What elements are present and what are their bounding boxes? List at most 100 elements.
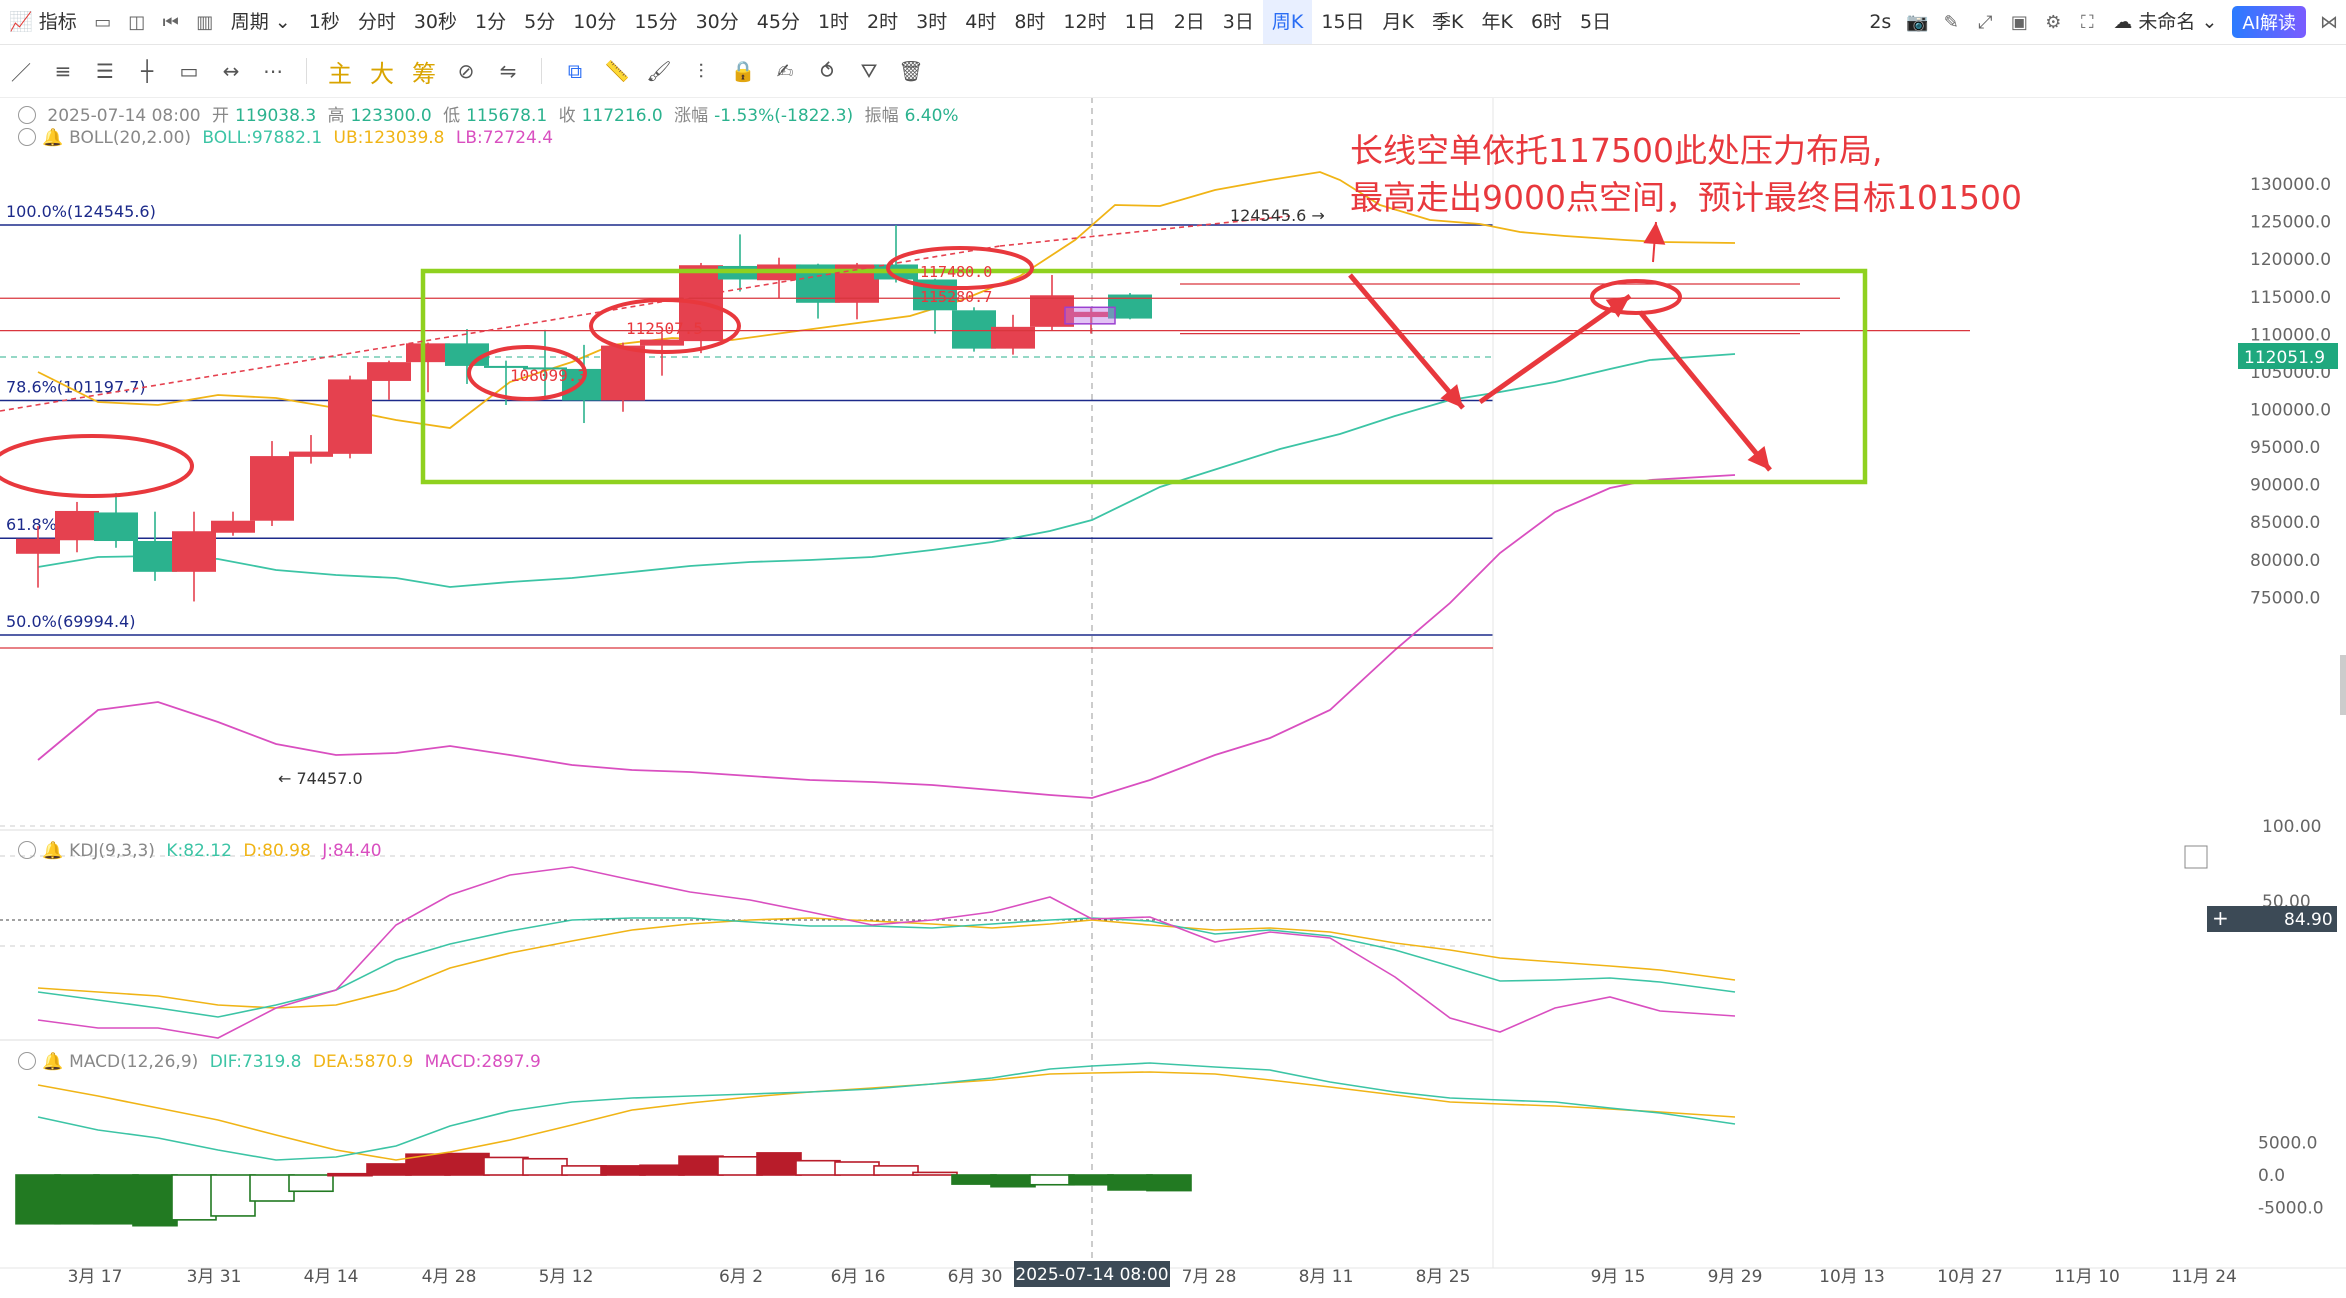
price-tick: 75000.0	[2250, 588, 2320, 608]
candle-body	[406, 343, 450, 363]
eye-icon[interactable]	[18, 1052, 36, 1070]
macd-bar	[288, 1174, 334, 1193]
interval-22[interactable]: 年K	[1481, 11, 1513, 33]
bell-icon[interactable]: 🔔	[42, 1052, 64, 1072]
interval-17[interactable]: 3日	[1222, 11, 1254, 33]
indicator-button[interactable]: 📈 指标	[9, 11, 77, 33]
interval-10[interactable]: 2时	[867, 11, 899, 33]
channel-tool-icon[interactable]: ☰	[96, 59, 114, 83]
expand-pane-icon	[2184, 845, 2208, 869]
eye-icon[interactable]	[18, 128, 36, 146]
funnel-icon[interactable]: ⛛	[860, 59, 878, 83]
interval-24[interactable]: 5日	[1580, 11, 1612, 33]
interval-11[interactable]: 3时	[916, 11, 948, 33]
settings-icon[interactable]: ⚙	[2045, 11, 2062, 33]
macd-bar	[678, 1155, 724, 1176]
interval-16[interactable]: 2日	[1173, 11, 1205, 33]
fullscreen-icon[interactable]: ⛶	[2081, 11, 2094, 33]
annotation-arrow-head	[1747, 446, 1770, 470]
account-dropdown[interactable]: ☁ 未命名 ⌄	[2113, 11, 2218, 33]
layout-icon[interactable]: ◫	[128, 11, 146, 33]
price-tick: 85000.0	[2250, 513, 2320, 533]
kdj-crosshair-label: 84.90	[2284, 910, 2333, 930]
pen-icon[interactable]: ✎	[1943, 11, 1959, 33]
calendar-icon[interactable]: ▭	[94, 11, 112, 33]
interval-19[interactable]: 15日	[1321, 11, 1365, 33]
macd-tick: 5000.0	[2258, 1134, 2317, 1154]
eye-icon[interactable]	[18, 841, 36, 859]
interval-3[interactable]: 1分	[475, 11, 507, 33]
candle-body	[523, 367, 567, 370]
interval-14[interactable]: 12时	[1063, 11, 1107, 33]
candle-body	[55, 510, 99, 541]
ai-analysis-button[interactable]: AI解读	[2232, 6, 2306, 38]
kdj-k-line	[37, 917, 1736, 1018]
share-icon[interactable]: ⋈	[2320, 11, 2338, 33]
interval-7[interactable]: 30分	[695, 11, 739, 33]
interval-15[interactable]: 1日	[1124, 11, 1156, 33]
macd-bar	[873, 1165, 919, 1176]
magnet-icon[interactable]: ⥀	[820, 59, 834, 83]
clear-signal-icon[interactable]: ⊘	[457, 59, 475, 83]
camera-icon[interactable]: 📷	[1906, 11, 1929, 33]
interval-0[interactable]: 1秒	[308, 11, 340, 33]
expand-icon[interactable]: ⤢	[1978, 11, 1993, 33]
circle-label: 115280.7	[920, 288, 992, 306]
refresh-rate[interactable]: 2s	[1869, 11, 1892, 33]
macd-bar	[132, 1174, 178, 1227]
bars-icon[interactable]: ⫶	[698, 59, 704, 83]
bell-icon[interactable]: 🔔	[42, 841, 64, 861]
image-icon[interactable]: ▣	[2010, 11, 2028, 33]
interval-9[interactable]: 1时	[817, 11, 850, 33]
lock-icon[interactable]: 🔒	[730, 59, 756, 83]
divider	[306, 58, 307, 84]
macd-bar	[1146, 1174, 1192, 1192]
candle-body	[601, 345, 645, 401]
interval-21[interactable]: 季K	[1432, 11, 1464, 33]
candle-body	[991, 326, 1035, 349]
interval-20[interactable]: 月K	[1382, 11, 1415, 33]
brush-icon[interactable]: 🖌	[646, 59, 672, 83]
interval-5[interactable]: 10分	[573, 11, 617, 33]
large-order-button[interactable]: 大	[370, 59, 394, 88]
rect-tool-icon[interactable]: ▭	[179, 59, 199, 83]
interval-4[interactable]: 5分	[524, 11, 556, 33]
interval-8[interactable]: 45分	[756, 11, 800, 33]
filter-signal-icon[interactable]: ⇋	[499, 59, 517, 83]
divider	[541, 58, 542, 84]
more-tools-icon[interactable]: ⋯	[263, 59, 283, 83]
parallel-tool-icon[interactable]: ≡	[54, 59, 72, 83]
copy-icon[interactable]: ⧉	[567, 59, 583, 83]
low-marker: ← 74457.0	[278, 769, 363, 788]
hline-tool-icon[interactable]: ┼	[140, 59, 154, 83]
chip-button[interactable]: 筹	[412, 59, 436, 88]
candle-body	[133, 541, 177, 572]
interval-13[interactable]: 8时	[1014, 11, 1046, 33]
crosshair-time-label: 2025-07-14 08:00	[1015, 1265, 1168, 1285]
bell-icon[interactable]: 🔔	[42, 128, 64, 148]
interval-6[interactable]: 15分	[634, 11, 678, 33]
period-dropdown[interactable]: 周期 ⌄	[230, 11, 291, 33]
candle-body	[211, 520, 255, 533]
time-tick: 7月 28	[1182, 1267, 1237, 1287]
interval-2[interactable]: 30秒	[413, 11, 458, 33]
macd-tick: -5000.0	[2258, 1199, 2324, 1219]
candle-type-icon[interactable]: ▥	[196, 11, 214, 33]
interval-18[interactable]: 周K	[1262, 0, 1313, 44]
interval-12[interactable]: 4时	[965, 11, 997, 33]
rewind-icon[interactable]: ⏮	[162, 11, 179, 33]
interval-1[interactable]: 分时	[357, 11, 396, 33]
trash-icon[interactable]: 🗑	[898, 59, 924, 83]
main-chip-button[interactable]: 主	[328, 59, 352, 88]
candle-body	[952, 310, 996, 349]
range-tool-icon[interactable]: ↔	[222, 59, 240, 83]
line-tool-icon[interactable]: ／	[11, 60, 31, 85]
eye-icon[interactable]	[18, 106, 36, 124]
chevron-down-icon: ⌄	[274, 11, 291, 33]
fib-label: 100.0%(124545.6)	[6, 202, 156, 221]
interval-23[interactable]: 6时	[1530, 11, 1563, 33]
note-icon[interactable]: ✍	[776, 59, 794, 83]
macd-bar	[1107, 1174, 1153, 1191]
ruler-icon[interactable]: 📏	[604, 59, 630, 83]
